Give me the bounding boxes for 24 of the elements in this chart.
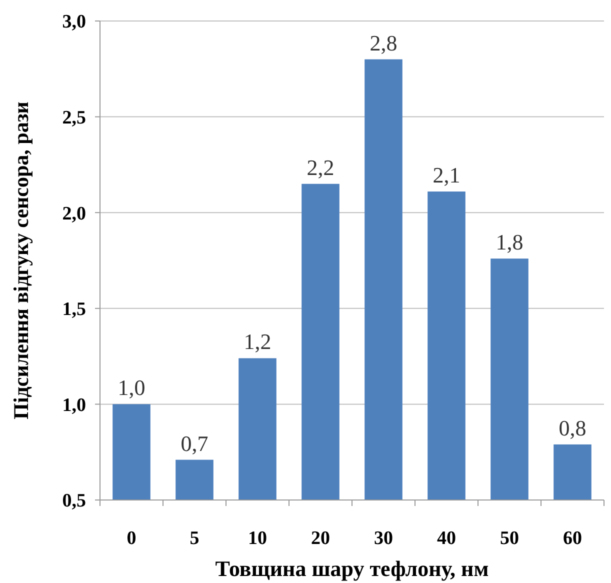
x-tick-label: 30	[374, 528, 393, 549]
data-label: 1,0	[118, 375, 146, 400]
y-tick-label: 2,5	[62, 107, 86, 128]
y-tick-label: 0,5	[62, 490, 86, 512]
data-label: 2,1	[432, 162, 460, 188]
x-tick-label: 0	[126, 528, 136, 549]
data-label: 2,8	[370, 30, 398, 56]
x-tick-label: 10	[248, 528, 267, 549]
x-tick-label: 5	[190, 528, 200, 549]
x-tick-label: 50	[500, 528, 519, 549]
data-label: 0,8	[558, 415, 586, 440]
y-tick-label: 3,0	[62, 12, 86, 33]
x-tick-label: 60	[563, 528, 582, 549]
y-axis-title: Підсилення відгуку сенсора, рази	[9, 102, 33, 420]
data-label: 2,2	[306, 154, 334, 180]
y-tick-label: 1,5	[62, 299, 86, 320]
y-tick-label: 1,0	[62, 394, 86, 416]
y-tick-label: 2,0	[62, 203, 86, 224]
data-label: 1,2	[244, 329, 272, 354]
data-label: 1,8	[496, 230, 524, 255]
x-axis-title: Товщина шару тефлону, нм	[215, 556, 489, 581]
x-tick-label: 20	[311, 528, 330, 549]
data-label: 0,7	[180, 430, 208, 456]
x-tick-label: 40	[437, 528, 456, 549]
